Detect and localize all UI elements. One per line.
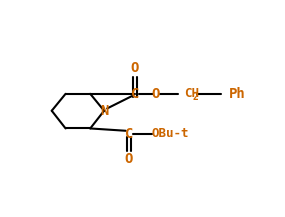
Text: OBu-t: OBu-t bbox=[152, 127, 189, 140]
Text: C: C bbox=[125, 127, 133, 141]
Text: Ph: Ph bbox=[229, 87, 246, 101]
Text: O: O bbox=[125, 152, 133, 166]
Text: N: N bbox=[100, 104, 108, 118]
Text: 2: 2 bbox=[192, 92, 198, 102]
Text: O: O bbox=[152, 87, 160, 101]
Text: C: C bbox=[131, 87, 139, 101]
Text: O: O bbox=[131, 61, 139, 75]
Text: CH: CH bbox=[184, 87, 199, 100]
